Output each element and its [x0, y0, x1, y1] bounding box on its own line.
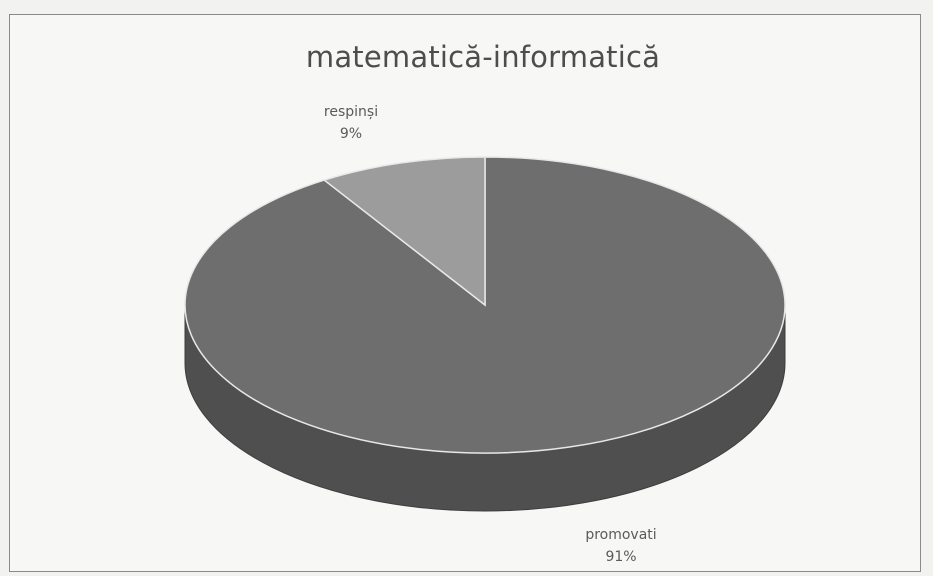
slice-label-promovati: promovati 91% — [566, 524, 676, 568]
slice-label-promovati-name: promovati — [585, 527, 657, 543]
pie-slice-respinsi — [322, 156, 486, 307]
slice-label-respinsi-name: respinși — [323, 104, 379, 120]
slice-label-respinsi-value: 9% — [339, 126, 363, 142]
slice-label-promovati-value: 91% — [605, 549, 637, 565]
slice-label-respinsi: respinși 9% — [306, 101, 396, 145]
chart-title: matematică-informatică — [305, 40, 661, 74]
